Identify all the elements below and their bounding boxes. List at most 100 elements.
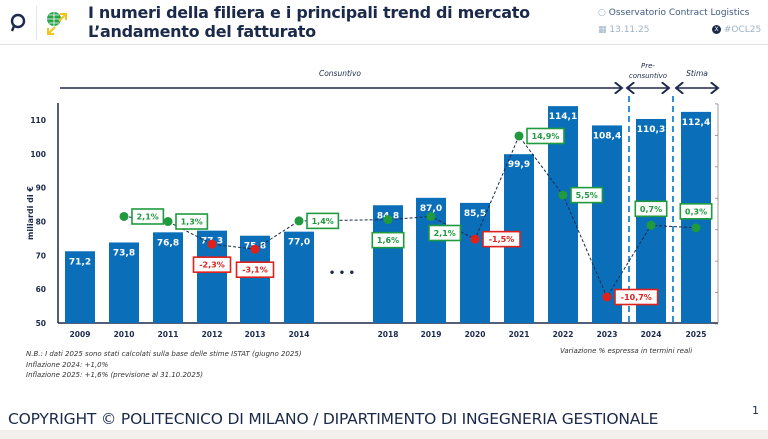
growth-point-2024 xyxy=(646,220,656,230)
x-tick-label: 2018 xyxy=(378,330,399,339)
organization: ○ Osservatorio Contract Logistics xyxy=(598,8,750,18)
page-number: 1 xyxy=(752,404,759,417)
growth-point-2012 xyxy=(207,239,217,249)
growth-point-2025 xyxy=(691,223,701,233)
y-tick-label: 80 xyxy=(36,218,46,227)
growth-label: -2,3% xyxy=(199,261,225,270)
growth-label-box xyxy=(614,288,659,306)
note-line-3: Inflazione 2025: +1,6% (previsione al 31… xyxy=(26,371,204,379)
growth-label-box xyxy=(634,200,668,218)
event-date: ▦ 13.11.25 xyxy=(598,25,650,35)
header-divider xyxy=(36,6,37,40)
growth-label: -3,1% xyxy=(242,266,268,275)
y-tick-label: 110 xyxy=(30,116,46,125)
x-tick-label: 2024 xyxy=(641,330,662,339)
page-subtitle: L’andamento del fatturato xyxy=(88,22,316,41)
growth-label: 1,6% xyxy=(377,236,399,245)
growth-label-box xyxy=(482,230,521,248)
growth-label: 14,9% xyxy=(532,132,560,141)
growth-label-box xyxy=(428,224,462,242)
footer-bar xyxy=(0,430,768,439)
x-tick-label: 2023 xyxy=(597,330,618,339)
growth-point-2020 xyxy=(470,234,480,244)
bar-value-label: 87,0 xyxy=(420,204,442,214)
growth-point-2021 xyxy=(514,131,524,141)
growth-label-box xyxy=(235,261,275,278)
growth-point-2013 xyxy=(250,244,260,254)
bar-value-label: 99,9 xyxy=(508,160,530,170)
bar-2010 xyxy=(109,242,139,323)
bar-2014 xyxy=(284,231,314,323)
growth-label: -10,7% xyxy=(621,293,652,302)
growth-point-2014 xyxy=(294,216,304,226)
x-tick-label: 2011 xyxy=(158,330,179,339)
growth-point-2019 xyxy=(426,211,436,221)
header: I numeri della filiera e i principali tr… xyxy=(0,0,768,45)
growth-label: 5,5% xyxy=(576,191,598,200)
growth-label: 0,3% xyxy=(685,207,707,216)
bar-value-label: 76,8 xyxy=(157,238,179,248)
growth-label: 1,3% xyxy=(181,218,203,227)
x-tick-label: 2014 xyxy=(289,330,310,339)
bar-value-label: 73,8 xyxy=(113,248,135,258)
search-logo-small-icon: ○ xyxy=(598,8,606,18)
growth-label-box xyxy=(679,203,713,220)
note-line-1: N.B.: I dati 2025 sono stati calcolati s… xyxy=(26,350,302,358)
x-logo-icon: X xyxy=(712,25,721,34)
growth-label-box xyxy=(306,212,340,230)
x-tick-label: 2020 xyxy=(465,330,486,339)
x-tick-label: 2013 xyxy=(245,330,266,339)
bar-value-label: 71,2 xyxy=(69,257,91,267)
growth-label: 1,4% xyxy=(312,217,334,226)
period-label: Consuntivo xyxy=(319,69,361,78)
growth-label: -1,5% xyxy=(489,235,515,244)
growth-label-box xyxy=(371,231,405,249)
period-label: Stima xyxy=(686,69,708,78)
x-tick-label: 2022 xyxy=(553,330,574,339)
growth-label-box xyxy=(570,186,604,204)
bar-value-label: 112,4 xyxy=(682,118,710,128)
growth-point-2010 xyxy=(119,211,129,221)
globe-arrows-icon xyxy=(47,12,67,35)
x-tick-label: 2025 xyxy=(686,330,707,339)
bar-2018 xyxy=(373,205,403,323)
bar-value-label: 108,4 xyxy=(593,131,621,141)
bar-2011 xyxy=(153,232,183,323)
y-tick-label: 50 xyxy=(36,319,46,328)
growth-label-box xyxy=(131,208,165,225)
growth-label-box xyxy=(192,256,232,273)
period-label: Pre-consuntivo xyxy=(629,62,667,80)
growth-point-2022 xyxy=(558,190,568,200)
x-tick-label: 2021 xyxy=(509,330,530,339)
note-line-2: Inflazione 2024: +1,0% xyxy=(26,361,109,369)
variation-note: Variazione % espressa in termini reali xyxy=(560,347,693,355)
bar-value-label: 110,3 xyxy=(637,125,665,135)
page-title: I numeri della filiera e i principali tr… xyxy=(88,3,530,22)
y-tick-label: 100 xyxy=(30,150,46,159)
calendar-icon: ▦ xyxy=(598,25,607,35)
bar-2009 xyxy=(65,251,95,323)
growth-point-2023 xyxy=(602,292,612,302)
growth-label-box xyxy=(526,127,565,145)
y-axis-label: miliardi di € xyxy=(26,186,35,240)
x-tick-label: 2010 xyxy=(114,330,135,339)
growth-label-box xyxy=(175,213,209,230)
bar-2020 xyxy=(460,202,490,323)
bar-value-label: 85,5 xyxy=(464,209,486,219)
gap-marker: • • • xyxy=(329,268,355,279)
y-tick-label: 90 xyxy=(36,184,46,193)
x-tick-label: 2009 xyxy=(70,330,91,339)
hashtag: X #OCL25 xyxy=(712,25,761,35)
copyright: COPYRIGHT © POLITECNICO DI MILANO / DIPA… xyxy=(8,410,659,428)
x-tick-label: 2019 xyxy=(421,330,442,339)
growth-point-2018 xyxy=(383,215,393,225)
growth-label: 0,7% xyxy=(640,205,662,214)
search-logo-icon xyxy=(10,13,26,32)
growth-label: 2,1% xyxy=(434,229,456,238)
x-tick-label: 2012 xyxy=(202,330,223,339)
bar-value-label: 114,1 xyxy=(549,112,577,122)
growth-label: 2,1% xyxy=(137,212,159,221)
bar-value-label: 77,0 xyxy=(288,238,310,248)
growth-point-2011 xyxy=(163,217,173,227)
